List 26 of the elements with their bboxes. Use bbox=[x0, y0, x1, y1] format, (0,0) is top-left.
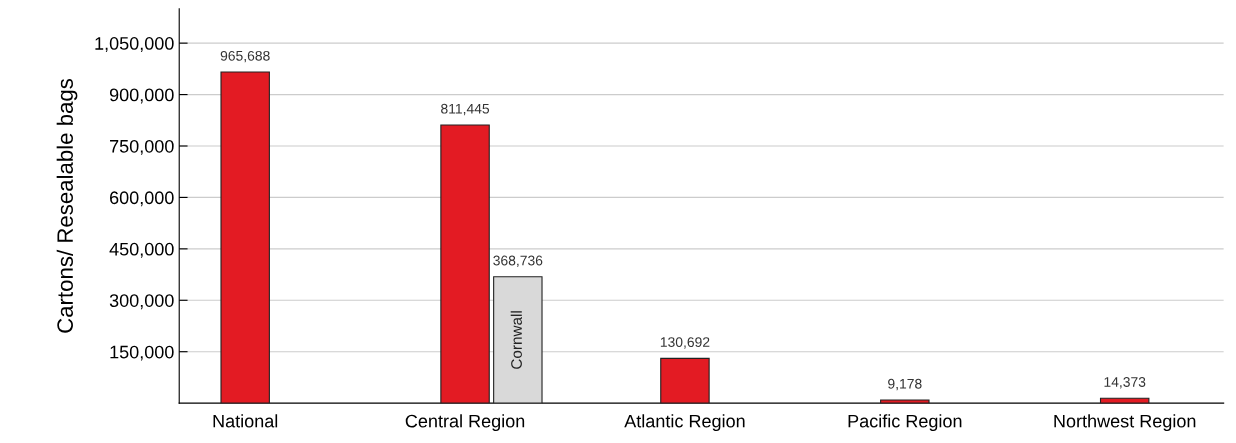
series-label: Cornwall bbox=[510, 311, 522, 369]
data-label: 14,373 bbox=[1104, 377, 1146, 389]
y-tick-label: 600,000 bbox=[110, 191, 174, 207]
x-tick-label: Atlantic Region bbox=[624, 414, 745, 432]
bar bbox=[493, 276, 543, 404]
bar bbox=[1099, 397, 1150, 404]
y-tick-label: 150,000 bbox=[110, 345, 174, 361]
x-tick-label: Northwest Region bbox=[1054, 414, 1196, 432]
x-tick-label: Pacific Region bbox=[848, 414, 962, 432]
y-axis-title: Cartons/ Resealable bags bbox=[56, 78, 78, 333]
y-tick-label: 750,000 bbox=[110, 139, 174, 155]
bar bbox=[880, 399, 930, 404]
x-tick-label: Central Region bbox=[405, 414, 525, 432]
x-tick-label: National bbox=[213, 414, 278, 428]
y-tick-label: 1,050,000 bbox=[95, 37, 174, 52]
bar bbox=[660, 357, 710, 404]
y-tick-label: 900,000 bbox=[109, 88, 174, 104]
data-label: 130,692 bbox=[660, 337, 710, 349]
data-label: 811,445 bbox=[441, 103, 490, 116]
data-label: 368,736 bbox=[493, 255, 543, 268]
bar bbox=[440, 124, 490, 404]
data-label: 9,178 bbox=[888, 378, 922, 391]
bar bbox=[220, 71, 270, 404]
y-tick-label: 300,000 bbox=[109, 294, 174, 310]
data-label: 965,688 bbox=[220, 50, 270, 63]
y-tick-label: 450,000 bbox=[109, 242, 174, 258]
